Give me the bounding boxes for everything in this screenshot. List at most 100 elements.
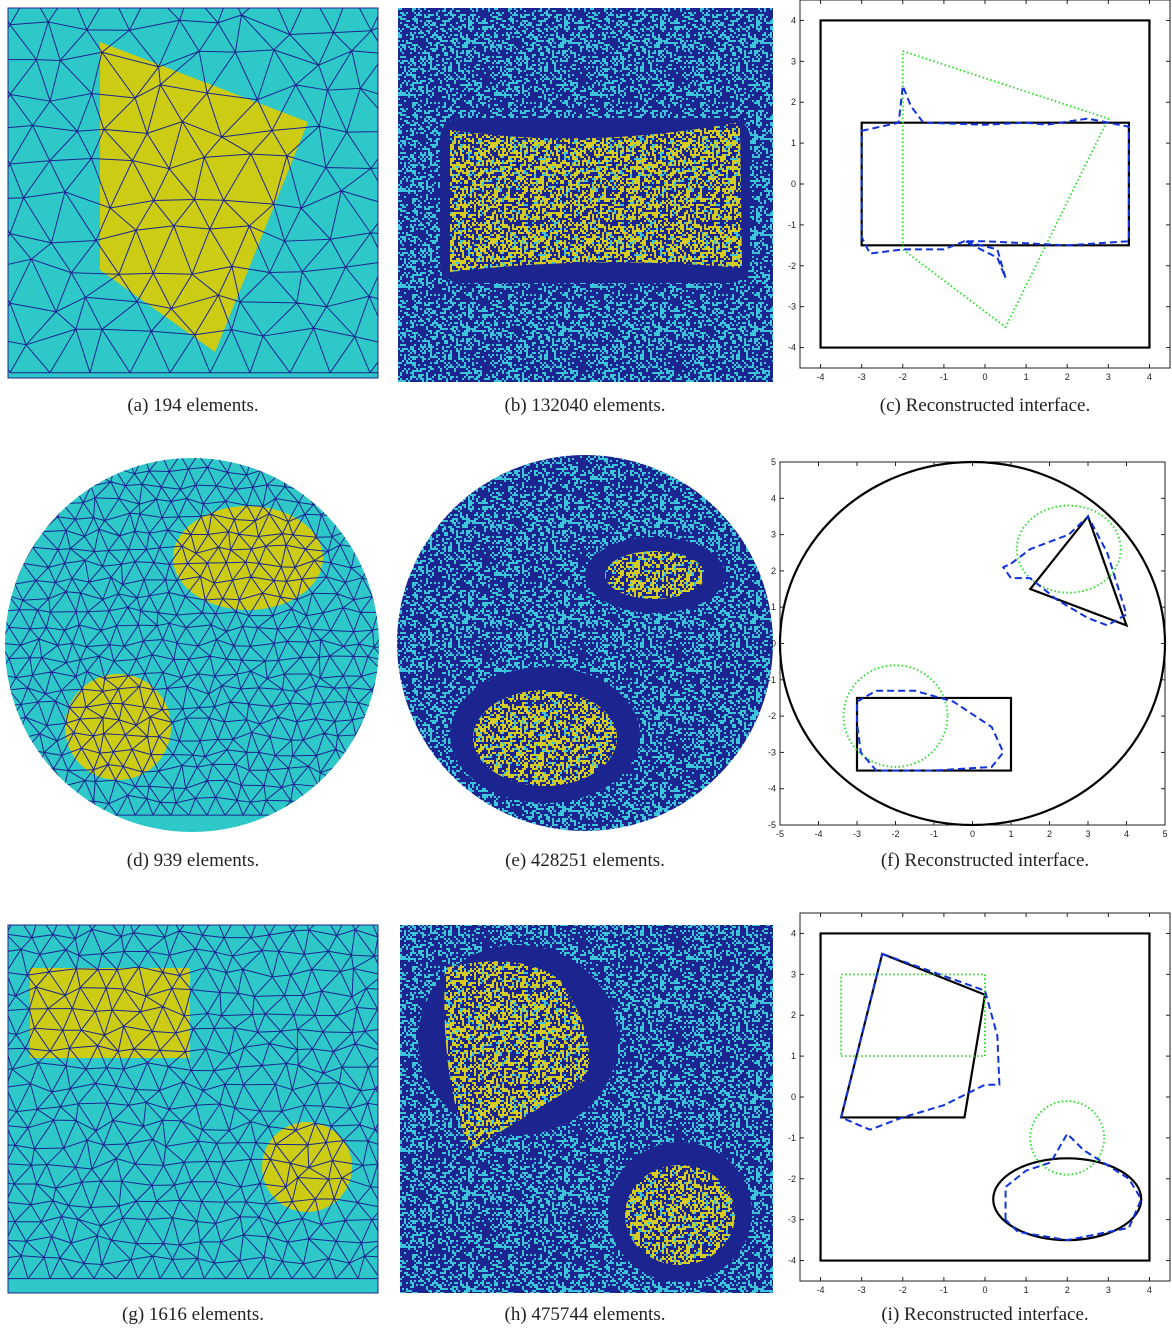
border [7, 7, 379, 379]
speckle-panel [398, 8, 773, 382]
y-tick-label: -3 [788, 302, 796, 312]
y-tick-label: -2 [788, 1174, 796, 1184]
y-tick-label: 0 [791, 179, 796, 189]
y-tick-label: 1 [791, 1051, 796, 1061]
caption: (e) 428251 elements. [505, 850, 665, 871]
interface-curve [901, 49, 1110, 329]
caption: (i) Reconstructed interface. [881, 1304, 1088, 1325]
interface-curve [1029, 1100, 1106, 1176]
x-tick-label: -2 [891, 829, 899, 839]
axes-box [799, 0, 1171, 369]
x-tick-label: -4 [814, 829, 822, 839]
x-tick-label: 2 [1065, 1285, 1070, 1295]
y-tick-label: -1 [768, 675, 776, 685]
x-tick-label: -3 [858, 372, 866, 382]
mesh [8, 8, 378, 374]
y-tick-label: -1 [788, 1133, 796, 1143]
axes-box [799, 912, 1171, 1282]
plot: -4 -3 -2 -1 0 1 2 3 4 -4 -3 -2 -1 0 1 2 3 4 [788, 912, 1171, 1295]
x-tick-label: -4 [817, 372, 825, 382]
inclusion [450, 122, 742, 272]
x-tick-label: 5 [1162, 829, 1167, 839]
caption: (c) Reconstructed interface. [880, 395, 1090, 416]
y-tick-label: 3 [771, 530, 776, 540]
x-tick-label: 0 [982, 1285, 987, 1295]
caption: (d) 939 elements. [127, 850, 259, 871]
y-tick-label: -4 [788, 1256, 796, 1266]
caption: (b) 132040 elements. [505, 395, 666, 416]
interface-curve [1028, 514, 1129, 628]
x-tick-label: -1 [930, 829, 938, 839]
inclusion [444, 961, 590, 1150]
x-tick-label: 3 [1085, 829, 1090, 839]
x-tick-label: 2 [1047, 829, 1052, 839]
interface-curve [1015, 504, 1122, 594]
y-tick-label: -1 [788, 220, 796, 230]
y-tick-label: -4 [788, 343, 796, 353]
mesh [5, 458, 379, 816]
y-tick-label: 1 [771, 602, 776, 612]
interface-curve [860, 85, 1130, 279]
speckle-panel [400, 925, 773, 1293]
speckle-panel [397, 455, 773, 831]
x-tick-label: 1 [1008, 829, 1013, 839]
y-tick-label: 5 [771, 457, 776, 467]
axes-box [779, 461, 1166, 826]
y-tick-label: 3 [791, 969, 796, 979]
mesh-edges [8, 925, 378, 1280]
y-tick-label: 2 [791, 1010, 796, 1020]
caption: (a) 194 elements. [127, 395, 258, 416]
mesh-edges [8, 8, 378, 374]
x-tick-label: -3 [858, 1285, 866, 1295]
interface-curve [840, 973, 986, 1058]
caption: (h) 475744 elements. [505, 1304, 666, 1325]
mesh-edges [5, 458, 379, 816]
y-tick-label: 0 [771, 639, 776, 649]
y-tick-label: 4 [791, 15, 796, 25]
x-tick-label: 4 [1147, 1285, 1152, 1295]
plot: -5 -4 -3 -2 -1 0 1 2 3 4 5 -5 -4 -3 -2 -1 0 1 2 3 4 5 [768, 457, 1168, 839]
x-tick-label: 3 [1106, 1285, 1111, 1295]
inclusion [625, 1165, 735, 1265]
y-tick-label: 3 [791, 56, 796, 66]
caption: (f) Reconstructed interface. [881, 850, 1089, 871]
inclusion [65, 674, 171, 780]
inclusion [605, 551, 705, 599]
y-tick-label: -4 [768, 784, 776, 794]
x-tick-label: -1 [940, 372, 948, 382]
x-tick-label: -2 [899, 1285, 907, 1295]
y-tick-label: 4 [771, 493, 776, 503]
border [7, 924, 379, 1294]
interface-curve [1004, 1132, 1143, 1242]
y-tick-label: -2 [788, 261, 796, 271]
y-tick-label: 0 [791, 1092, 796, 1102]
x-tick-label: 1 [1024, 1285, 1029, 1295]
interface-curve [778, 460, 1167, 827]
mesh-panel [7, 7, 379, 379]
interface-curve [819, 932, 1151, 1262]
x-tick-label: -4 [817, 1285, 825, 1295]
x-tick-label: -2 [899, 372, 907, 382]
y-tick-label: 1 [791, 138, 796, 148]
x-tick-label: 1 [1024, 372, 1029, 382]
caption: (g) 1616 elements. [122, 1304, 264, 1325]
interface-curve [839, 952, 1001, 1131]
y-tick-label: 4 [791, 928, 796, 938]
x-tick-label: 0 [982, 372, 987, 382]
x-tick-label: 3 [1106, 372, 1111, 382]
x-tick-label: -5 [776, 829, 784, 839]
y-tick-label: 2 [771, 566, 776, 576]
mesh-panel [5, 458, 379, 832]
x-tick-label: 4 [1124, 829, 1129, 839]
x-tick-label: 0 [970, 829, 975, 839]
mesh [8, 925, 378, 1280]
plot: -4 -3 -2 -1 0 1 2 3 4 -4 -3 -2 -1 0 1 2 3 4 [788, 0, 1171, 382]
y-tick-label: -3 [788, 1215, 796, 1225]
y-tick-label: 2 [791, 97, 796, 107]
x-tick-label: 4 [1147, 372, 1152, 382]
x-tick-label: -3 [853, 829, 861, 839]
interface-curve [819, 19, 1151, 349]
x-tick-label: 2 [1065, 372, 1070, 382]
